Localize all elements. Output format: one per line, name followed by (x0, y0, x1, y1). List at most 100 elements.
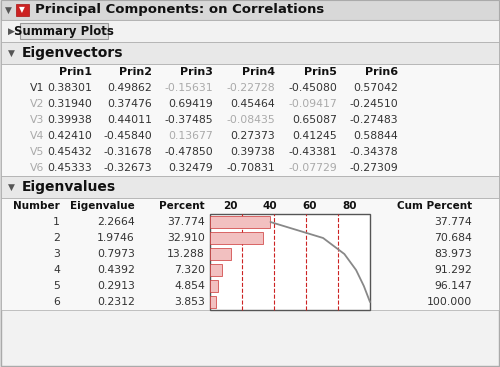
Text: ▶: ▶ (8, 26, 15, 36)
Text: 37.774: 37.774 (167, 217, 205, 227)
Bar (210, 248, 232, 260)
Text: Prin1: Prin1 (59, 67, 92, 77)
Text: 91.292: 91.292 (434, 265, 472, 275)
Text: -0.09417: -0.09417 (288, 99, 337, 109)
Text: 100.000: 100.000 (427, 297, 472, 307)
Text: 2: 2 (53, 233, 60, 243)
Text: 6: 6 (53, 297, 60, 307)
Bar (1, 20, 499, 42)
Text: Eigenvectors: Eigenvectors (22, 46, 124, 60)
Text: 3: 3 (53, 249, 60, 259)
Text: -0.34378: -0.34378 (350, 147, 398, 157)
Text: Prin4: Prin4 (242, 67, 275, 77)
Text: ▼: ▼ (8, 182, 15, 192)
Text: -0.27309: -0.27309 (349, 163, 398, 173)
Text: 0.41245: 0.41245 (292, 131, 337, 141)
Bar (210, 280, 218, 292)
Text: Principal Components: on Correlations: Principal Components: on Correlations (35, 4, 324, 17)
Bar (1, 198, 499, 310)
Text: Eigenvalue: Eigenvalue (70, 201, 135, 211)
Text: 0.45333: 0.45333 (47, 163, 92, 173)
Text: -0.31678: -0.31678 (104, 147, 152, 157)
Text: 0.38301: 0.38301 (47, 83, 92, 93)
Text: 40: 40 (262, 201, 278, 211)
Text: -0.07729: -0.07729 (288, 163, 337, 173)
Text: 70.684: 70.684 (434, 233, 472, 243)
Text: 0.13677: 0.13677 (168, 131, 213, 141)
Text: V6: V6 (30, 163, 44, 173)
Text: 0.2312: 0.2312 (97, 297, 135, 307)
Text: V1: V1 (30, 83, 44, 93)
Text: 0.32479: 0.32479 (168, 163, 213, 173)
Text: 0.37476: 0.37476 (107, 99, 152, 109)
Text: 7.320: 7.320 (174, 265, 205, 275)
Bar (210, 216, 270, 228)
Text: 0.65087: 0.65087 (292, 115, 337, 125)
Text: V3: V3 (30, 115, 44, 125)
Text: V5: V5 (30, 147, 44, 157)
Text: 1: 1 (53, 217, 60, 227)
Text: Cum Percent: Cum Percent (397, 201, 472, 211)
Text: Eigenvalues: Eigenvalues (22, 180, 116, 194)
Text: Prin2: Prin2 (119, 67, 152, 77)
Text: -0.43381: -0.43381 (288, 147, 337, 157)
Bar (1, 64, 499, 176)
Text: 0.57042: 0.57042 (353, 83, 398, 93)
Text: 13.288: 13.288 (167, 249, 205, 259)
Bar (20, 23, 108, 39)
Text: 0.2913: 0.2913 (97, 281, 135, 291)
Text: 0.39738: 0.39738 (230, 147, 275, 157)
Text: ▼: ▼ (5, 6, 12, 15)
Text: 37.774: 37.774 (434, 217, 472, 227)
Text: 60: 60 (303, 201, 318, 211)
Text: -0.22728: -0.22728 (226, 83, 275, 93)
Text: Summary Plots: Summary Plots (14, 25, 114, 37)
Bar (210, 214, 370, 310)
Text: -0.45080: -0.45080 (288, 83, 337, 93)
Text: -0.32673: -0.32673 (104, 163, 152, 173)
Text: ▼: ▼ (19, 6, 25, 15)
Text: -0.37485: -0.37485 (164, 115, 213, 125)
Bar (210, 296, 216, 308)
Text: Number: Number (13, 201, 60, 211)
Text: -0.15631: -0.15631 (164, 83, 213, 93)
Text: 83.973: 83.973 (434, 249, 472, 259)
Text: 4.854: 4.854 (174, 281, 205, 291)
Text: Percent: Percent (160, 201, 205, 211)
Text: 20: 20 (223, 201, 238, 211)
Text: 0.44011: 0.44011 (107, 115, 152, 125)
Text: 96.147: 96.147 (434, 281, 472, 291)
Bar (1, 42, 499, 64)
Bar (210, 232, 262, 244)
Text: 0.49862: 0.49862 (107, 83, 152, 93)
Text: 0.27373: 0.27373 (230, 131, 275, 141)
Text: 4: 4 (53, 265, 60, 275)
Bar (16, 4, 29, 16)
Text: 0.45432: 0.45432 (47, 147, 92, 157)
Text: 0.69419: 0.69419 (168, 99, 213, 109)
Text: V4: V4 (30, 131, 44, 141)
Text: 0.39938: 0.39938 (47, 115, 92, 125)
Text: V2: V2 (30, 99, 44, 109)
Text: -0.08435: -0.08435 (226, 115, 275, 125)
Text: ▼: ▼ (8, 48, 15, 58)
Text: -0.70831: -0.70831 (226, 163, 275, 173)
Text: 1.9746: 1.9746 (97, 233, 135, 243)
Text: -0.45840: -0.45840 (104, 131, 152, 141)
Text: 0.42410: 0.42410 (47, 131, 92, 141)
Text: 0.4392: 0.4392 (97, 265, 135, 275)
Bar (210, 264, 222, 276)
Bar (1, 176, 499, 198)
Text: 0.7973: 0.7973 (97, 249, 135, 259)
Text: -0.24510: -0.24510 (349, 99, 398, 109)
Text: 3.853: 3.853 (174, 297, 205, 307)
Text: 0.58844: 0.58844 (353, 131, 398, 141)
Bar (1, 0, 499, 20)
Text: -0.47850: -0.47850 (164, 147, 213, 157)
Text: -0.27483: -0.27483 (350, 115, 398, 125)
Text: Prin6: Prin6 (365, 67, 398, 77)
Text: Prin3: Prin3 (180, 67, 213, 77)
Text: Prin5: Prin5 (304, 67, 337, 77)
Text: 0.31940: 0.31940 (47, 99, 92, 109)
Text: 5: 5 (53, 281, 60, 291)
